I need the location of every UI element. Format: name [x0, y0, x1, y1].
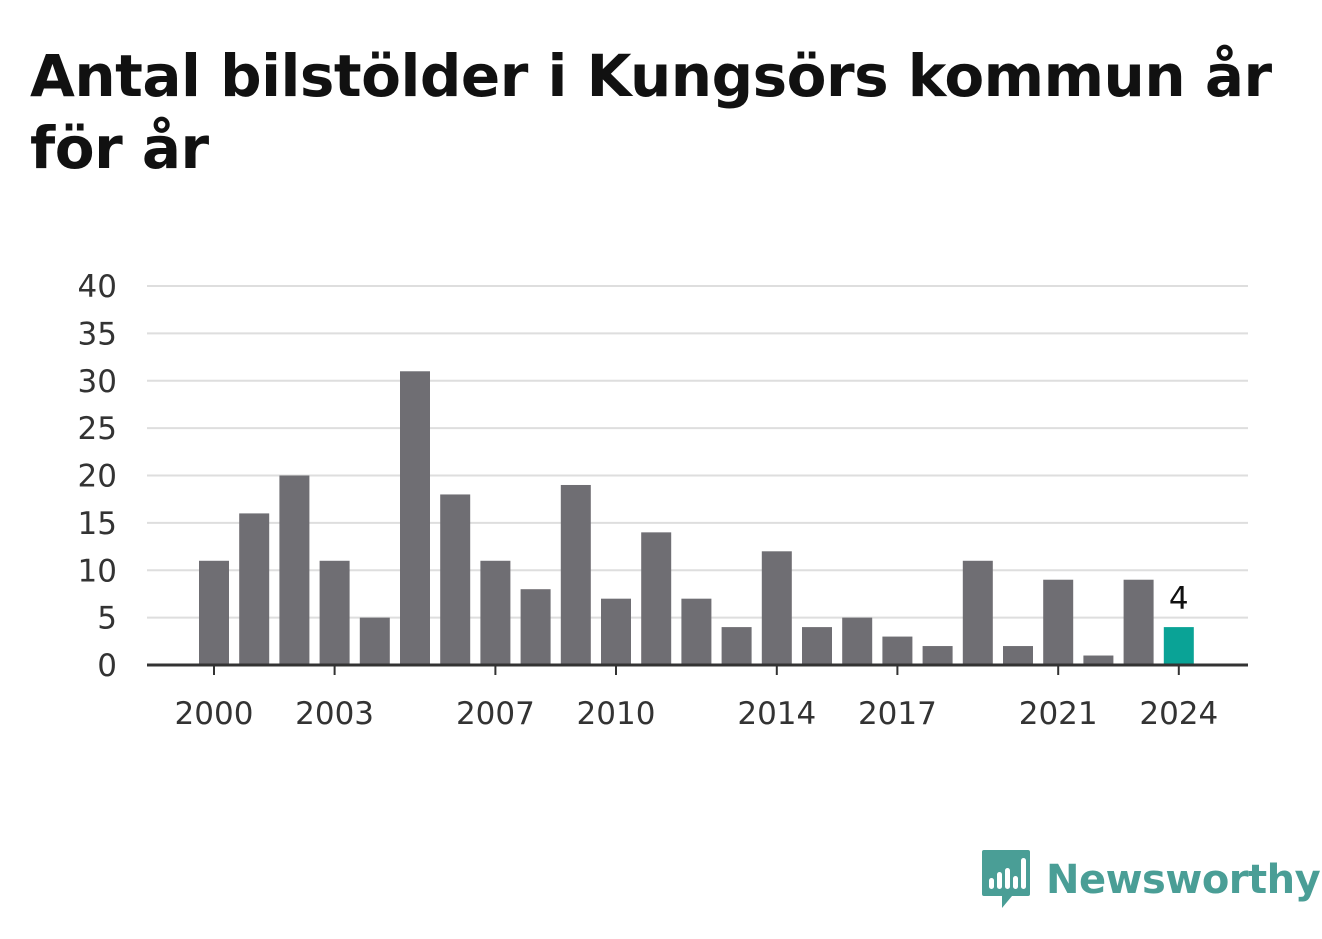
- bar-2019: [962, 560, 993, 665]
- x-tick-label-2003: 2003: [295, 696, 374, 732]
- newsworthy-logo-icon: [982, 850, 1030, 908]
- bar-2005: [400, 371, 430, 665]
- bars: [199, 371, 1194, 665]
- bar-2022: [1083, 655, 1114, 665]
- bar-2010: [601, 598, 631, 665]
- x-tick-label-2014: 2014: [737, 696, 816, 732]
- bar-2009: [560, 484, 591, 665]
- y-tick-label-20: 20: [78, 459, 117, 495]
- labels: 0 5 10 15 20 25 30 35 40 2000 2003 2007 2010 2014 2017…: [78, 269, 1219, 732]
- bar-2021: [1043, 579, 1074, 665]
- bar-2003: [319, 560, 350, 665]
- x-tick-label-2007: 2007: [456, 696, 535, 732]
- x-tick-label-2010: 2010: [577, 696, 656, 732]
- bar-2024: [1163, 627, 1194, 665]
- y-tick-label-35: 35: [78, 316, 117, 352]
- bar-2020: [1003, 646, 1033, 665]
- axes: [147, 663, 1248, 675]
- bar-2017: [882, 636, 913, 665]
- y-tick-label-25: 25: [78, 411, 117, 447]
- chart-title: Antal bilstölder i Kungsörs kommun år fö…: [30, 42, 1272, 182]
- bar-2001: [239, 513, 270, 665]
- bar-2000: [199, 560, 229, 665]
- bar-2011: [641, 532, 672, 665]
- brand-name: Newsworthy: [1046, 857, 1321, 903]
- bar-2015: [802, 627, 832, 665]
- y-tick-label-5: 5: [97, 601, 117, 637]
- bar-2016: [842, 617, 873, 665]
- bar-2023: [1123, 579, 1154, 665]
- y-tick-label-15: 15: [78, 506, 117, 542]
- bar-2002: [279, 475, 310, 665]
- x-tick-label-2000: 2000: [175, 696, 254, 732]
- data-label-2024: 4: [1169, 581, 1189, 617]
- y-tick-label-0: 0: [97, 648, 117, 684]
- bar-2012: [681, 598, 712, 665]
- x-tick-label-2024: 2024: [1139, 696, 1218, 732]
- y-tick-label-30: 30: [78, 364, 117, 400]
- y-tick-label-40: 40: [78, 269, 117, 305]
- bar-2014: [761, 551, 792, 665]
- x-tick-label-2021: 2021: [1019, 696, 1098, 732]
- bar-2008: [520, 589, 551, 665]
- bar-2013: [721, 627, 752, 665]
- bar-2018: [922, 646, 953, 665]
- bar-2004: [359, 617, 390, 665]
- brand-logo: Newsworthy: [980, 848, 1321, 912]
- bar-2006: [440, 494, 471, 665]
- bar-2007: [480, 560, 511, 665]
- x-tick-label-2017: 2017: [858, 696, 937, 732]
- y-tick-label-10: 10: [78, 553, 117, 589]
- gridlines: [147, 285, 1248, 619]
